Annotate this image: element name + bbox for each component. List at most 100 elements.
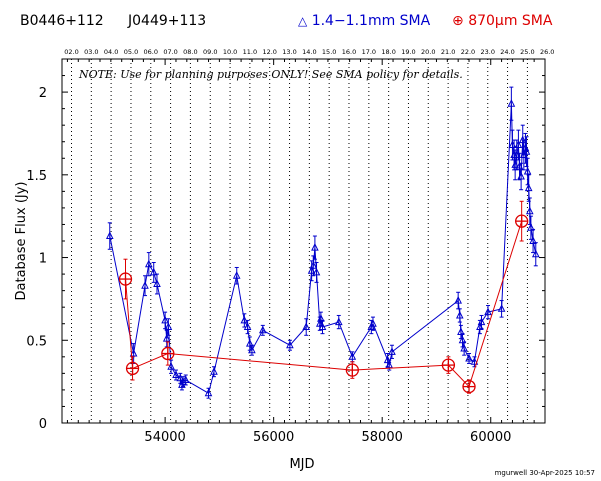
triangle-point xyxy=(153,279,161,287)
source-name: B0446+112 xyxy=(20,13,104,29)
series-line xyxy=(109,103,537,394)
top-axis-label: 02.0 xyxy=(64,48,78,56)
triangle-point xyxy=(248,345,256,354)
triangle-point xyxy=(457,327,465,335)
year-gridlines xyxy=(70,59,528,423)
y-tick-labels: 0 0.5 1 1.5 2 xyxy=(26,86,47,432)
triangle-point xyxy=(161,315,169,324)
circle-plus-icon: ⊕ xyxy=(452,13,464,29)
top-axis-label: 24.0 xyxy=(500,48,514,56)
triangle-point xyxy=(497,304,506,312)
top-axis-label: 18.0 xyxy=(381,48,395,56)
top-axis-label: 11.0 xyxy=(243,48,257,56)
triangle-point xyxy=(460,343,468,352)
top-axis-label: 23.0 xyxy=(481,48,495,56)
triangle-point xyxy=(470,357,479,365)
triangle-point xyxy=(240,315,249,324)
top-axis-label: 10.0 xyxy=(223,48,237,56)
top-axis-label: 07.0 xyxy=(163,48,177,56)
top-axis-label: 09.0 xyxy=(203,48,217,56)
triangle-point xyxy=(311,242,319,251)
top-axis-label: 03.0 xyxy=(84,48,98,56)
triangle-point xyxy=(105,231,114,239)
y-tick-label: 0 xyxy=(39,417,47,432)
triangle-point xyxy=(455,310,464,319)
triangle-icon: △ xyxy=(298,14,308,28)
top-axis-label: 08.0 xyxy=(183,48,197,56)
circle-plus-point xyxy=(118,272,133,286)
circle-plus-point xyxy=(345,363,359,377)
triangle-point xyxy=(517,171,525,180)
credit-text: mgurwell 30-Apr-2025 10:57 xyxy=(494,469,595,477)
triangle-point xyxy=(458,335,467,344)
top-axis-label: 15.0 xyxy=(322,48,336,56)
triangle-point xyxy=(232,271,241,279)
triangle-point xyxy=(383,355,392,364)
x-tick-label: 54000 xyxy=(144,430,185,445)
triangle-point xyxy=(531,249,540,258)
triangle-point xyxy=(525,206,534,215)
alt-source-name: J0449+113 xyxy=(128,13,207,29)
y-tick-label: 2 xyxy=(39,86,47,101)
triangle-point xyxy=(388,347,396,355)
x-tick-label: 56000 xyxy=(253,430,294,445)
circle-plus-point xyxy=(161,346,175,361)
x-tick-labels: 54000 56000 58000 60000 xyxy=(144,430,511,445)
circle-plus-point xyxy=(125,361,140,376)
triangle-point xyxy=(507,99,516,107)
legend-blue-entry: △ 1.4−1.1mm SMA xyxy=(298,13,430,29)
triangle-point xyxy=(454,295,463,304)
top-axis-label: 22.0 xyxy=(461,48,475,56)
triangle-point xyxy=(484,307,492,316)
triangle-point xyxy=(514,140,523,148)
triangle-point xyxy=(522,147,531,155)
top-axis-label: 04.0 xyxy=(104,48,118,56)
circle-plus-point xyxy=(462,379,476,394)
triangle-point xyxy=(176,373,185,382)
top-axis-label: 12.0 xyxy=(262,48,276,56)
top-axis-label: 17.0 xyxy=(362,48,376,56)
triangle-point xyxy=(317,314,325,322)
red-series xyxy=(118,200,529,394)
top-axis-label: 14.0 xyxy=(302,48,316,56)
top-axis-label: 20.0 xyxy=(421,48,435,56)
triangle-point xyxy=(286,340,294,349)
y-axis-label: Database Flux (Jy) xyxy=(14,182,29,301)
triangle-point xyxy=(334,317,343,326)
triangle-point xyxy=(312,267,321,276)
top-axis-label: 05.0 xyxy=(124,48,138,56)
y-tick-label: 1.5 xyxy=(26,169,47,184)
triangle-point xyxy=(524,183,533,192)
axis-ticks xyxy=(62,58,545,424)
triangle-point xyxy=(162,333,171,342)
data-series xyxy=(105,86,540,399)
x-axis-label: MJD xyxy=(289,457,314,472)
triangle-point xyxy=(477,317,486,326)
triangle-point xyxy=(141,281,149,289)
triangle-point xyxy=(309,261,318,269)
top-axis-label: 25.0 xyxy=(520,48,534,56)
top-axis-label: 16.0 xyxy=(342,48,356,56)
top-axis-label: 19.0 xyxy=(401,48,415,56)
triangle-point xyxy=(369,319,377,327)
triangle-point xyxy=(385,360,394,369)
triangle-point xyxy=(129,348,138,357)
triangle-point xyxy=(529,236,537,244)
triangle-point xyxy=(245,338,254,347)
x-tick-label: 60000 xyxy=(470,430,511,445)
triangle-point xyxy=(243,322,252,330)
triangle-point xyxy=(302,322,311,330)
triangle-point xyxy=(258,325,267,334)
y-tick-label: 0.5 xyxy=(26,334,47,349)
top-axis-labels: 02.0 03.0 04.0 05.0 06.0 07.0 08.0 09.0 10.0 11.0… xyxy=(64,48,554,56)
top-axis-label: 13.0 xyxy=(282,48,296,56)
top-axis-label: 06.0 xyxy=(144,48,158,56)
triangle-point xyxy=(164,322,173,330)
triangle-point xyxy=(318,322,327,330)
legend-red-entry: ⊕ 870μm SMA xyxy=(452,13,552,29)
triangle-point xyxy=(210,367,218,375)
triangle-point xyxy=(465,353,473,362)
triangle-point xyxy=(167,362,175,370)
series-line xyxy=(125,220,523,388)
